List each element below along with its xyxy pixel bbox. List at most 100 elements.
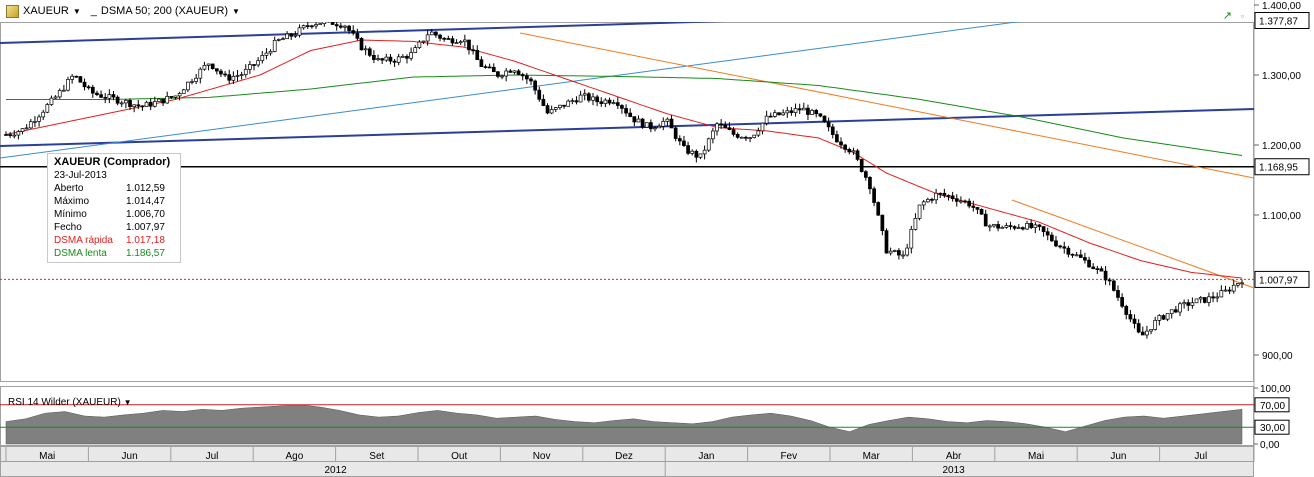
- candle-body: [525, 75, 529, 80]
- candle-body: [1202, 297, 1207, 303]
- candle-body: [777, 112, 781, 116]
- candle-body: [545, 105, 550, 114]
- candle-body: [677, 138, 682, 142]
- candle-body: [839, 141, 843, 146]
- candle-body: [1012, 226, 1017, 229]
- candle-body: [78, 76, 83, 83]
- candle-body: [396, 56, 401, 63]
- candle-body: [996, 224, 1000, 229]
- candle-body: [20, 128, 25, 132]
- candle-body: [359, 37, 364, 51]
- candle-body: [1025, 222, 1029, 230]
- candle-body: [442, 37, 447, 40]
- candle-body: [301, 25, 306, 29]
- candle-body: [1207, 296, 1211, 303]
- month-label: Out: [451, 451, 467, 462]
- candle-body: [644, 122, 649, 128]
- rsi-y-axis: 100,00 70,00 30,00 0,00: [1254, 384, 1291, 451]
- candle-body: [872, 188, 876, 203]
- candle-body: [739, 136, 744, 139]
- candle-body: [657, 125, 661, 129]
- candle-body: [512, 70, 517, 73]
- candle-body: [698, 153, 703, 158]
- candle-body: [1240, 282, 1244, 285]
- candle-body: [471, 49, 475, 52]
- candle-body: [665, 118, 670, 122]
- candles: [4, 16, 1244, 339]
- rsi-area: [0, 404, 1254, 445]
- candle-body: [884, 230, 889, 254]
- candle-body: [1062, 246, 1067, 249]
- candle-body: [566, 100, 571, 107]
- candle-body: [715, 123, 719, 132]
- candle-body: [553, 107, 558, 110]
- candle-body: [417, 41, 422, 48]
- candle-body: [615, 102, 620, 106]
- candle-body: [1198, 297, 1203, 300]
- candle-body: [405, 56, 409, 59]
- candle-body: [690, 150, 695, 154]
- candle-body: [653, 127, 657, 130]
- candle-body: [264, 52, 269, 56]
- candle-body: [669, 118, 674, 129]
- candle-body: [1091, 266, 1096, 269]
- candle-body: [719, 123, 723, 126]
- price-panel: [0, 22, 1254, 382]
- candle-body: [45, 104, 50, 113]
- candle-body: [24, 127, 29, 130]
- rsi-title[interactable]: RSI 14 Wilder (XAUEUR) ▼: [8, 397, 132, 408]
- candle-body: [421, 40, 426, 43]
- candle-body: [475, 50, 480, 61]
- month-label: Jan: [698, 451, 714, 462]
- symbol-label[interactable]: XAUEUR: [23, 5, 69, 17]
- symbol-dropdown-icon[interactable]: ▼: [72, 6, 81, 16]
- maximize-icon[interactable]: ▫: [1240, 11, 1244, 21]
- candle-body: [152, 101, 157, 107]
- candle-body: [971, 205, 976, 208]
- candle-body: [661, 120, 666, 127]
- autoscale-icon[interactable]: ↗: [1222, 10, 1233, 22]
- candle-body: [1231, 284, 1236, 292]
- candle-body: [144, 101, 149, 107]
- pencil-icon[interactable]: [6, 4, 19, 18]
- candle-body: [963, 200, 967, 203]
- candle-body: [198, 68, 203, 79]
- candle-body: [620, 105, 624, 109]
- candle-body: [111, 94, 116, 98]
- price-label-box: [1254, 11, 1310, 29]
- candle-body: [53, 96, 58, 99]
- candle-body: [930, 198, 934, 201]
- candle-body: [177, 93, 182, 97]
- orange-trend-line-2: [1011, 199, 1255, 289]
- candle-body: [541, 98, 546, 106]
- info-date: 23-Jul-2013: [54, 170, 107, 181]
- candle-body: [1186, 302, 1191, 306]
- month-label: Fev: [780, 451, 797, 462]
- candle-body: [1095, 268, 1100, 270]
- candle-body: [855, 150, 860, 160]
- candle-body: [1041, 226, 1046, 233]
- candle-body: [987, 225, 992, 228]
- indicator-dropdown-icon[interactable]: ▼: [232, 6, 240, 16]
- candle-body: [686, 145, 690, 154]
- candle-body: [1153, 319, 1158, 330]
- candle-body: [636, 118, 641, 123]
- candle-body: [595, 96, 599, 103]
- indicator-label[interactable]: DSMA 50; 200 (XAUEUR): [100, 5, 229, 17]
- info-row-fast-ma: DSMA rápida 1.017,18: [54, 235, 165, 246]
- candle-body: [570, 100, 575, 103]
- candle-body: [1128, 314, 1133, 320]
- candle-body: [818, 113, 823, 117]
- candle-body: [921, 201, 926, 206]
- candle-body: [1078, 254, 1083, 258]
- panel-controls: ↗ ▫: [1222, 10, 1244, 22]
- candle-body: [801, 107, 806, 111]
- light-trend-line: [0, 0, 1181, 159]
- candle-body: [380, 58, 385, 61]
- candle-body: [157, 98, 161, 102]
- candle-body: [243, 68, 248, 75]
- candle-body: [694, 150, 699, 158]
- candle-body: [764, 115, 769, 124]
- candle-body: [562, 104, 566, 107]
